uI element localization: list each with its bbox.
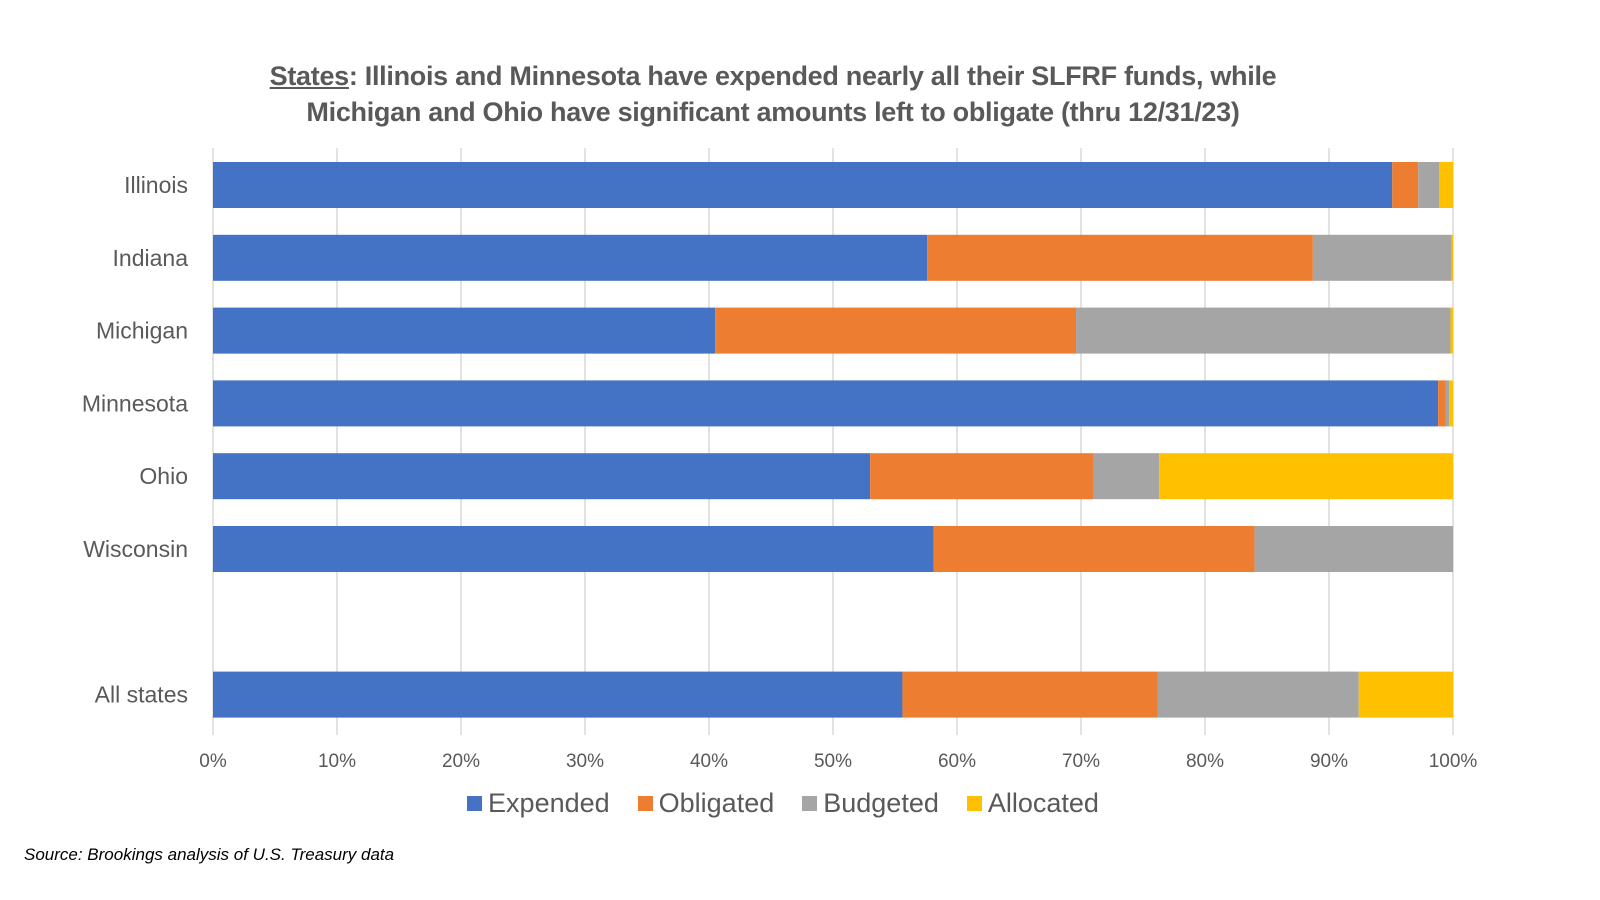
x-tick-label: 10% xyxy=(318,751,356,772)
x-tick-label: 50% xyxy=(814,751,852,772)
bar-segment-allocated xyxy=(1439,162,1453,208)
legend-label: Budgeted xyxy=(823,788,939,818)
bar-segment-obligated xyxy=(870,453,1094,500)
bar-segment-budgeted xyxy=(1418,162,1440,208)
category-label: Wisconsin xyxy=(83,536,188,562)
bar-segment-budgeted xyxy=(1093,453,1160,500)
bar-segment-obligated xyxy=(1438,380,1446,427)
bar-segment-budgeted xyxy=(1445,380,1450,427)
bar-segment-expended xyxy=(213,307,716,354)
bar-segment-obligated xyxy=(902,671,1158,718)
category-label: Minnesota xyxy=(82,390,188,416)
bar-segment-expended xyxy=(213,162,1393,208)
x-tick-label: 70% xyxy=(1062,751,1100,772)
legend-item-obligated: Obligated xyxy=(637,788,775,819)
bar-segment-expended xyxy=(213,380,1439,427)
category-label: Indiana xyxy=(113,245,189,271)
title-lead: States xyxy=(269,61,350,91)
title-rest: : Illinois and Minnesota have expended n… xyxy=(348,61,1277,91)
category-label: Ohio xyxy=(139,463,188,489)
chart-title: States: Illinois and Minnesota have expe… xyxy=(0,58,1546,130)
bar-segment-allocated xyxy=(1159,453,1453,500)
bar-segment-obligated xyxy=(927,234,1313,281)
bar-segment-expended xyxy=(213,453,871,500)
x-tick-labels: 0% 10% 20% 30% 40% 50% 60% 70% 80% 90% 100% xyxy=(199,751,1477,772)
bar-segment-budgeted xyxy=(1312,234,1452,281)
bar-segment-budgeted xyxy=(1254,526,1453,572)
x-tick-label: 30% xyxy=(566,751,604,772)
x-tick-label: 20% xyxy=(442,751,480,772)
bars xyxy=(213,162,1453,718)
x-tick-label: 80% xyxy=(1186,751,1224,772)
bar-segment-expended xyxy=(213,526,934,572)
bar-segment-allocated xyxy=(1450,307,1453,354)
legend-swatch xyxy=(637,796,653,811)
category-labels: Illinois Indiana Michigan Minnesota Ohio Wisc… xyxy=(82,172,188,708)
x-tick-label: 100% xyxy=(1429,751,1478,772)
legend-label: Expended xyxy=(488,788,610,818)
x-tick-label: 60% xyxy=(938,751,976,772)
bar-segment-obligated xyxy=(715,307,1077,354)
category-label: Illinois xyxy=(124,172,188,198)
legend-swatch xyxy=(966,796,982,811)
legend-label: Obligated xyxy=(658,788,775,818)
legend: Expended Obligated Budgeted Allocated xyxy=(0,788,1566,819)
bar-segment-budgeted xyxy=(1076,307,1451,354)
bar-segment-expended xyxy=(213,234,928,281)
bar-segment-allocated xyxy=(1449,380,1453,427)
bar-segment-allocated xyxy=(1358,671,1453,718)
title-line-2: Michigan and Ohio have significant amoun… xyxy=(306,97,1240,127)
bar-segment-obligated xyxy=(933,526,1255,572)
bar-segment-allocated xyxy=(1451,234,1453,281)
bar-segment-obligated xyxy=(1392,162,1419,208)
category-label: All states xyxy=(95,682,188,708)
x-tick-label: 90% xyxy=(1310,751,1348,772)
category-label: Michigan xyxy=(96,318,188,344)
legend-item-budgeted: Budgeted xyxy=(802,788,939,819)
x-tick-label: 0% xyxy=(199,751,227,772)
legend-item-expended: Expended xyxy=(467,788,610,819)
bar-segment-expended xyxy=(213,671,903,718)
bar-segment-budgeted xyxy=(1157,671,1359,718)
legend-swatch xyxy=(802,796,818,811)
legend-swatch xyxy=(467,796,483,811)
x-tick-label: 40% xyxy=(690,751,728,772)
source-note: Source: Brookings analysis of U.S. Treas… xyxy=(24,845,395,864)
legend-label: Allocated xyxy=(987,788,1099,818)
legend-item-allocated: Allocated xyxy=(966,788,1099,819)
